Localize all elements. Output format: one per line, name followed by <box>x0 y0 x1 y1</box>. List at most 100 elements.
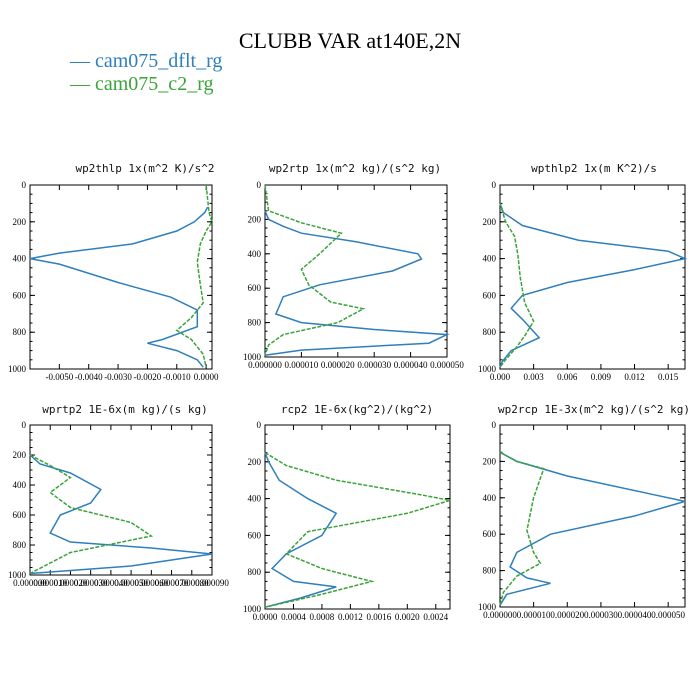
x-tick-label: 0.003 <box>524 372 545 382</box>
series-line-dflt <box>29 454 213 575</box>
x-tick-label: 0.012 <box>624 372 644 382</box>
x-tick-label: 0.009 <box>591 372 612 382</box>
y-tick-label: 200 <box>13 217 27 227</box>
legend-entry: — cam075_dflt_rg <box>70 50 222 73</box>
x-tick-label: -0.0010 <box>163 372 191 382</box>
panel-title: wp2rtp 1x(m^2 kg)/(s^2 kg) <box>269 162 441 175</box>
y-tick-label: 800 <box>483 327 497 337</box>
y-tick-label: 0 <box>22 420 27 430</box>
x-tick-label: 0.000000 <box>483 610 517 620</box>
y-tick-label: 0 <box>22 180 27 190</box>
x-tick-label: -0.0040 <box>75 372 103 382</box>
x-tick-label: 0.0000 <box>194 372 219 382</box>
x-tick-label: -0.0030 <box>104 372 132 382</box>
x-tick-label: 0.000020 <box>321 360 355 370</box>
series-line-c2 <box>499 451 545 606</box>
legend-entry: — cam075_c2_rg <box>70 73 214 96</box>
y-tick-label: 800 <box>13 540 27 550</box>
x-tick-label: 0.000000 <box>248 360 282 370</box>
x-tick-label: 0.006 <box>557 372 578 382</box>
x-tick-label: 0.000040 <box>618 610 652 620</box>
panel-title: wp2thlp 1x(m^2 K)/s^2 <box>75 162 214 175</box>
y-tick-label: 400 <box>483 493 497 503</box>
x-tick-label: 0.0016 <box>366 612 391 622</box>
y-tick-label: 800 <box>248 318 262 328</box>
series-line-dflt <box>264 452 338 608</box>
x-tick-label: 0.0008 <box>310 612 335 622</box>
legend-label: cam075_dflt_rg <box>95 50 223 72</box>
x-tick-label: 0.000030 <box>584 610 618 620</box>
x-tick-label: 0.000050 <box>114 578 148 588</box>
panel-title: wpthlp2 1x(m K^2)/s <box>531 162 657 175</box>
y-tick-label: 800 <box>483 566 497 576</box>
x-tick-label: 0.000030 <box>357 360 391 370</box>
y-tick-label: 200 <box>248 457 262 467</box>
series-line-dflt <box>499 203 688 368</box>
x-tick-label: 0.000010 <box>285 360 319 370</box>
x-tick-label: 0.000000 <box>13 578 47 588</box>
x-tick-label: 0.0012 <box>338 612 363 622</box>
plot-frame <box>499 424 686 608</box>
y-tick-label: 800 <box>13 327 27 337</box>
y-tick-label: 200 <box>483 456 497 466</box>
y-tick-label: 1000 <box>243 352 262 362</box>
y-tick-label: 200 <box>483 217 497 227</box>
series-line-c2 <box>175 184 213 368</box>
y-tick-label: 600 <box>13 510 27 520</box>
x-tick-label: 0.000030 <box>74 578 108 588</box>
x-tick-label: 0.000010 <box>517 610 551 620</box>
series-line-c2 <box>264 184 366 356</box>
figure-title: CLUBB VAR at140E,2N <box>238 28 462 53</box>
x-tick-label: 0.000 <box>490 372 511 382</box>
x-tick-label: 0.000050 <box>430 360 464 370</box>
y-tick-label: 1000 <box>8 570 27 580</box>
y-tick-label: 400 <box>248 249 262 259</box>
y-tick-label: 0 <box>492 420 497 430</box>
series-line-dflt <box>29 206 209 368</box>
y-tick-label: 1000 <box>8 364 27 374</box>
x-tick-label: 0.000040 <box>94 578 128 588</box>
x-tick-label: -0.0050 <box>45 372 73 382</box>
x-tick-label: 0.000020 <box>550 610 584 620</box>
panel-title: rcp2 1E-6x(kg^2)/(kg^2) <box>281 403 433 416</box>
panel-1: wp2thlp 1x(m^2 K)/s^2 0 200 400 600 800 1000 -0… <box>8 162 219 382</box>
y-tick-label: 400 <box>13 480 27 490</box>
y-tick-label: 400 <box>483 254 497 264</box>
panel-4: wprtp2 1E-6x(m kg)/(s kg) 0 200 400 600 800 10… <box>8 403 229 588</box>
legend-dash: — <box>70 73 95 95</box>
x-tick-label: 0.000040 <box>394 360 428 370</box>
y-tick-label: 200 <box>248 214 262 224</box>
x-tick-label: 0.000050 <box>651 610 685 620</box>
y-tick-label: 1000 <box>243 604 262 614</box>
y-tick-label: 1000 <box>478 364 497 374</box>
x-tick-label: 0.000070 <box>155 578 189 588</box>
panel-title: wp2rcp 1E-3x(m^2 kg)/(s^2 kg) <box>498 403 690 416</box>
y-tick-label: 400 <box>248 494 262 504</box>
x-tick-label: 0.0020 <box>395 612 420 622</box>
x-tick-label: 0.000080 <box>175 578 209 588</box>
y-tick-label: 400 <box>13 254 27 264</box>
y-tick-label: 600 <box>248 283 262 293</box>
panel-6: wp2rcp 1E-3x(m^2 kg)/(s^2 kg)0 200 400 600 8… <box>478 403 690 620</box>
series-line-dflt <box>499 451 686 606</box>
x-tick-label: 0.000090 <box>195 578 229 588</box>
y-tick-label: 0 <box>492 180 497 190</box>
series-line-c2 <box>499 203 535 368</box>
plot-frame <box>264 184 448 358</box>
series-line-c2 <box>264 451 451 608</box>
panel-title: wprtp2 1E-6x(m kg)/(s kg) <box>42 403 208 416</box>
x-tick-label: 0.015 <box>658 372 679 382</box>
y-tick-label: 800 <box>248 567 262 577</box>
x-tick-label: -0.0020 <box>134 372 162 382</box>
plot-frame <box>29 184 213 370</box>
y-tick-label: 600 <box>13 290 27 300</box>
panel-2: wp2rtp 1x(m^2 kg)/(s^2 kg) 0 200 400 600 800 1… <box>243 162 464 370</box>
x-tick-label: 0.0004 <box>281 612 306 622</box>
y-tick-label: 600 <box>248 530 262 540</box>
panel-3: wpthlp2 1x(m K^2)/s020040060080010000.00… <box>478 162 688 382</box>
y-tick-label: 600 <box>483 290 497 300</box>
plot-frame <box>29 424 213 576</box>
x-tick-label: 0.0024 <box>423 612 448 622</box>
x-tick-label: 0.000010 <box>33 578 67 588</box>
